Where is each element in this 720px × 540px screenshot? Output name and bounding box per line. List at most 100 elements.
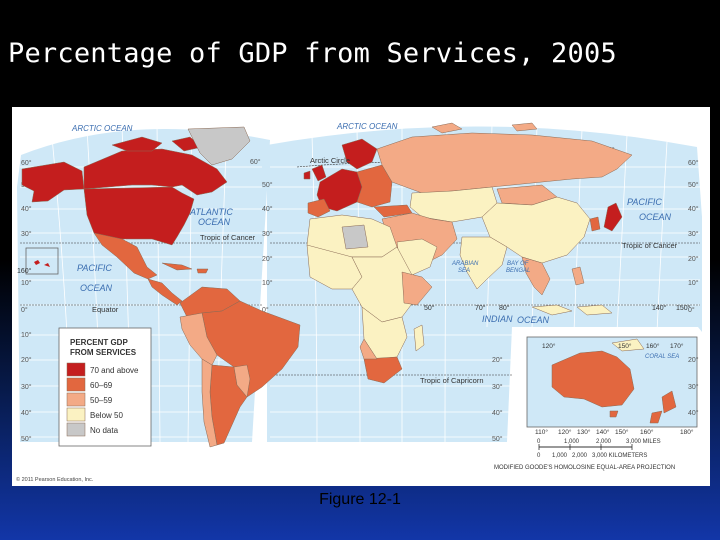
country-japan <box>603 202 623 232</box>
line-label: Tropic of Cancer <box>200 233 256 242</box>
country-alaska <box>21 161 85 203</box>
lat-label: 50° <box>492 435 503 443</box>
lat-label: 20° <box>688 255 699 263</box>
country-philippines <box>571 266 585 286</box>
lon-label: 160° <box>640 428 654 436</box>
country-australia <box>551 350 635 408</box>
lat-label: 60° <box>250 158 261 166</box>
lon-label: 50° <box>424 304 435 312</box>
legend-label: 50–59 <box>90 396 113 405</box>
country-hawaii <box>34 260 50 267</box>
lon-labels: 50° 70° 80° 140° 150° <box>424 304 691 312</box>
lat-label: 20° <box>262 255 273 263</box>
line-labels: Arctic Circle Tropic of Cancer Tropic of… <box>92 156 678 385</box>
legend-swatch <box>66 377 86 392</box>
lat-label: 10° <box>21 279 32 287</box>
figure-caption: Figure 12-1 <box>319 491 401 508</box>
lat-label: 30° <box>21 230 32 238</box>
country-mexico <box>93 232 158 280</box>
lon-label: 140° <box>596 428 610 436</box>
slide-title: Percentage of GDP from Services, 2005 <box>8 38 617 69</box>
country-caribbean <box>161 262 209 274</box>
country-canada <box>83 148 228 196</box>
legend-swatch <box>66 407 86 422</box>
lon-label: 170° <box>670 342 684 350</box>
line-label: Tropic of Capricorn <box>420 376 484 385</box>
ocean-label: PACIFIC <box>627 197 662 207</box>
country-scandinavia <box>341 138 378 170</box>
ocean-label: BENGAL <box>506 268 530 274</box>
lat-label: 60° <box>21 159 32 167</box>
lon-label: 160° <box>646 342 660 350</box>
country-madagascar <box>413 324 425 352</box>
ocean-label: CORAL SEA <box>645 354 679 360</box>
legend-label: No data <box>90 426 119 435</box>
lon-label: 180° <box>680 428 694 436</box>
lat-label: 40° <box>21 409 32 417</box>
scale-label: 1,000 <box>564 439 580 445</box>
lat-label: 10° <box>262 279 273 287</box>
legend-swatch <box>66 362 86 377</box>
lat-label: 0° <box>21 306 28 314</box>
lat-label: 50° <box>262 181 273 189</box>
country-brazil <box>201 300 301 398</box>
country-chile <box>201 358 218 448</box>
lat-label: 20° <box>492 356 503 364</box>
country-canada-islands <box>111 136 203 152</box>
country-india <box>459 236 508 290</box>
lat-label: 30° <box>688 383 699 391</box>
lat-label: 20° <box>21 356 32 364</box>
oceania-degree-labels: 120° 150° 160° 170° 110° 120° 130° 140° … <box>535 342 694 436</box>
country-russia <box>376 132 633 194</box>
lon-label: 150° <box>676 304 691 312</box>
lat-label: 40° <box>21 205 32 213</box>
lat-label: 0° <box>688 306 695 314</box>
line-label: Equator <box>92 305 119 314</box>
legend: PERCENT GDP FROM SERVICES 70 and above 6… <box>58 327 152 447</box>
lon-label: 80° <box>499 304 510 312</box>
lon-label: 120° <box>542 342 556 350</box>
country-korea <box>589 216 601 232</box>
lat-label: 30° <box>492 383 503 391</box>
lon-label: 160° <box>17 267 32 275</box>
scale-label: 2,000 <box>596 439 612 445</box>
lat-label: 50° <box>21 435 32 443</box>
antarctic-edge-west <box>12 447 252 486</box>
scale-label: 2,000 <box>572 453 588 459</box>
lat-label: 10° <box>21 331 32 339</box>
scale-label: 0 <box>537 453 541 459</box>
lat-label: 50° <box>688 181 699 189</box>
ocean-label: OCEAN <box>198 217 231 227</box>
country-greenland <box>187 126 251 166</box>
ocean-label: OCEAN <box>80 283 113 293</box>
oceania-inset-frame <box>526 336 698 428</box>
scale-label: 0 <box>537 439 541 445</box>
scale-label: 3,000 MILES <box>626 439 661 445</box>
ocean-label: INDIAN <box>482 314 513 324</box>
lon-label: 140° <box>652 304 667 312</box>
country-namibia-botswana <box>359 338 378 360</box>
ocean-label: OCEAN <box>517 315 550 325</box>
country-central-america <box>147 278 183 306</box>
lat-label: 30° <box>688 230 699 238</box>
country-new-zealand <box>649 390 677 424</box>
country-east-africa <box>401 271 433 306</box>
ocean-labels: ARCTIC OCEAN ARCTIC OCEAN ATLANTIC OCEAN… <box>71 122 679 360</box>
country-indonesia <box>531 304 613 316</box>
hawaii-inset <box>25 247 59 275</box>
projection-label: MODIFIED GOODE'S HOMOLOSINE EQUAL-AREA P… <box>494 465 675 471</box>
lat-label: 0° <box>262 306 269 314</box>
world-map: 60° 50° 40° 30° 10° 0° 10° 20° 30° 40° 5… <box>12 107 710 486</box>
line-label: Tropic of Cancer <box>622 241 678 250</box>
lat-label: 10° <box>688 279 699 287</box>
country-russia-islands <box>431 122 538 134</box>
ocean-label: SEA <box>458 268 470 274</box>
legend-label: 70 and above <box>90 366 139 375</box>
copyright: © 2011 Pearson Education, Inc. <box>16 476 94 483</box>
legend-title: FROM SERVICES <box>70 348 137 357</box>
lat-labels-mid: 60° 50° 40° 30° 20° 10° 0° 20° 30° 40° 5… <box>250 158 503 443</box>
country-paraguay-uruguay <box>233 364 251 398</box>
line-label: Arctic Circle <box>310 156 350 165</box>
ocean-label: ARCTIC OCEAN <box>336 122 398 131</box>
lat-label: 40° <box>688 409 699 417</box>
